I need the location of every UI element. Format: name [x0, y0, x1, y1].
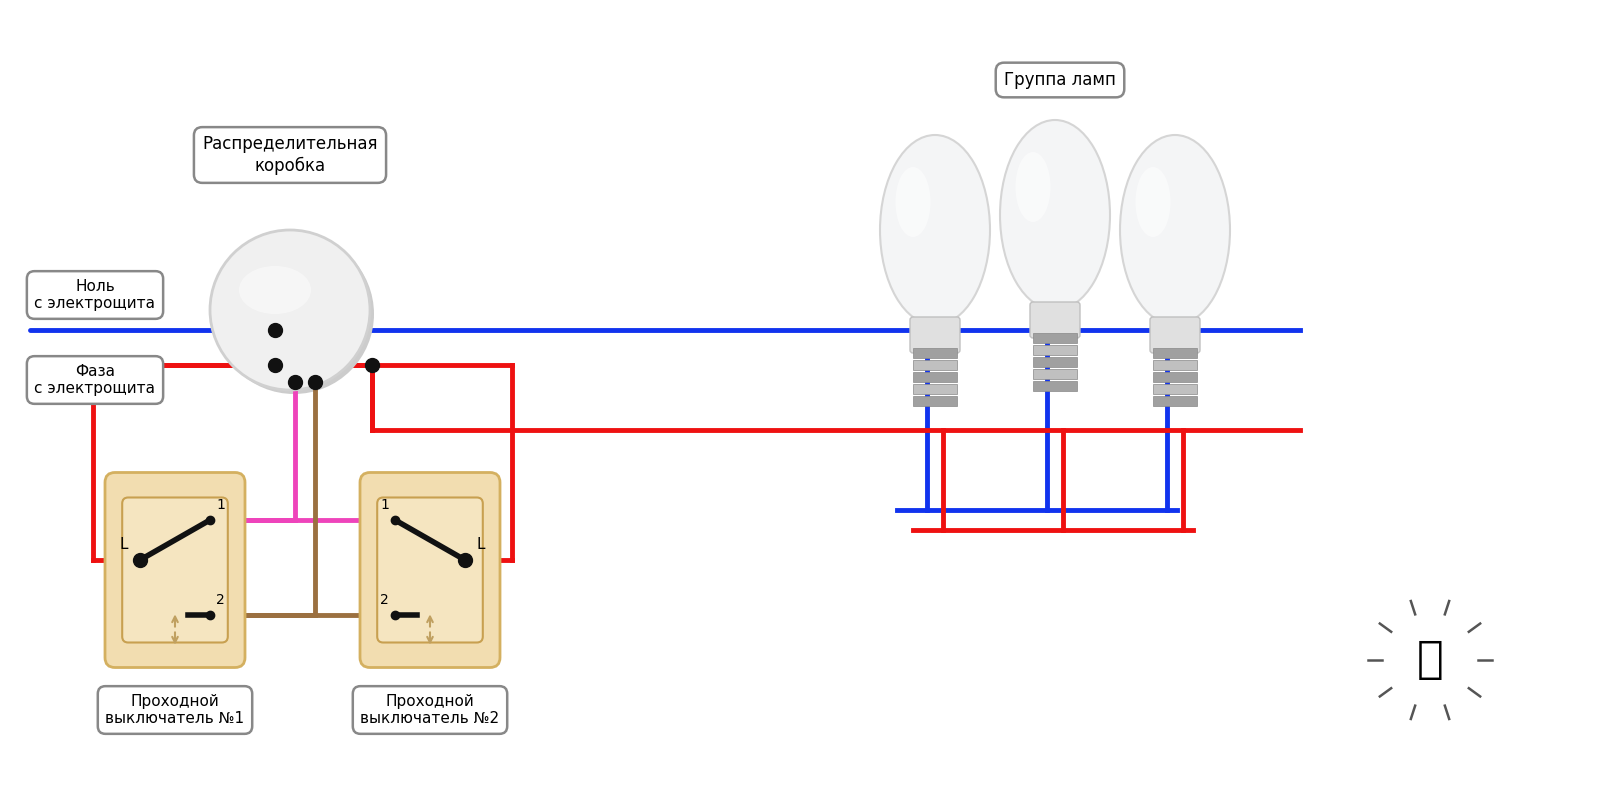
Ellipse shape [896, 167, 931, 237]
Text: 1: 1 [381, 498, 389, 512]
Bar [1154, 384, 1197, 394]
Ellipse shape [1136, 167, 1171, 237]
Text: L: L [120, 537, 128, 552]
FancyBboxPatch shape [106, 473, 245, 667]
Text: Ноль
с электрощита: Ноль с электрощита [35, 278, 155, 311]
Text: Проходной
выключатель №2: Проходной выключатель №2 [360, 694, 499, 726]
Ellipse shape [1016, 152, 1051, 222]
Text: Проходной
выключатель №1: Проходной выключатель №1 [106, 694, 245, 726]
Bar [1154, 372, 1197, 382]
Ellipse shape [1000, 120, 1110, 310]
FancyBboxPatch shape [910, 317, 960, 353]
FancyBboxPatch shape [1030, 302, 1080, 338]
Ellipse shape [1120, 135, 1230, 325]
Bar [1154, 396, 1197, 406]
FancyBboxPatch shape [1150, 317, 1200, 353]
Text: 🤌: 🤌 [1416, 638, 1443, 682]
Circle shape [210, 230, 370, 390]
FancyBboxPatch shape [360, 473, 499, 667]
FancyBboxPatch shape [378, 498, 483, 642]
Bar [914, 384, 957, 394]
Bar [1034, 345, 1077, 355]
FancyBboxPatch shape [122, 498, 227, 642]
Ellipse shape [880, 135, 990, 325]
Text: Группа ламп: Группа ламп [1005, 71, 1115, 89]
Text: Фаза
с электрощита: Фаза с электрощита [35, 364, 155, 396]
Ellipse shape [238, 266, 310, 314]
Bar [1154, 348, 1197, 358]
Text: L: L [477, 537, 485, 552]
Bar [914, 396, 957, 406]
Text: 1: 1 [216, 498, 226, 512]
Bar [1034, 369, 1077, 379]
Bar [1154, 360, 1197, 370]
Bar [1034, 333, 1077, 343]
Bar [914, 348, 957, 358]
Bar [914, 360, 957, 370]
Bar [1034, 357, 1077, 367]
Bar [1034, 381, 1077, 391]
Text: 2: 2 [381, 593, 389, 607]
Bar [914, 372, 957, 382]
Text: Распределительная
коробка: Распределительная коробка [202, 135, 378, 174]
Circle shape [214, 234, 374, 394]
Text: 2: 2 [216, 593, 224, 607]
